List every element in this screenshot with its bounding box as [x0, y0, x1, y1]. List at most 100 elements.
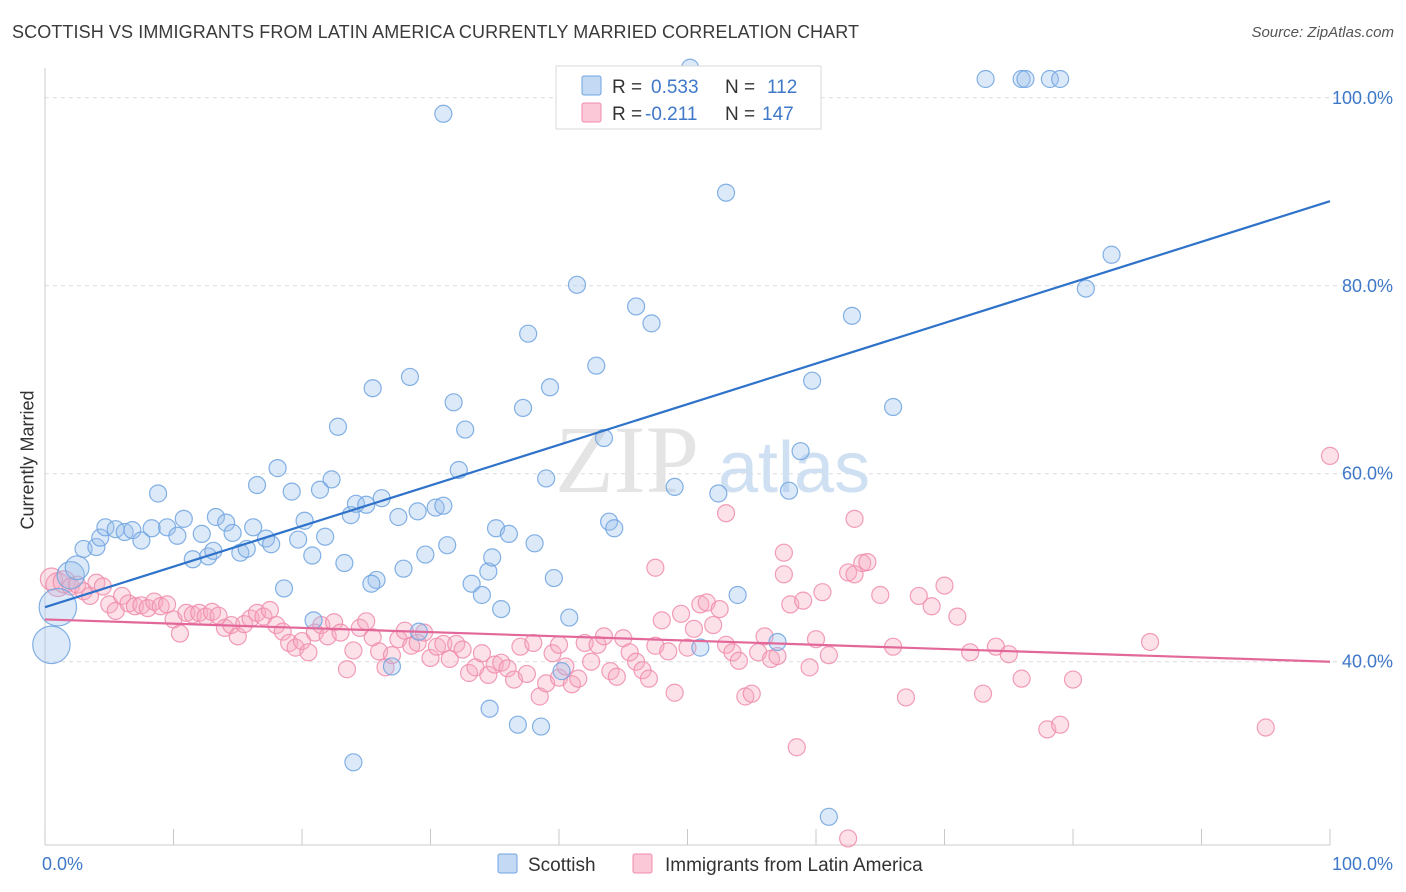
point-immigrants	[472, 644, 491, 663]
point-immigrants	[620, 643, 639, 662]
point-scottish	[142, 519, 161, 538]
y-tick-label: 80.0%	[1342, 276, 1393, 296]
point-immigrants	[639, 669, 659, 688]
point-scottish	[567, 275, 587, 294]
stats-n-value-1: 147	[762, 104, 794, 125]
point-immigrants	[517, 664, 536, 684]
trend-line-immigrants	[44, 618, 1331, 663]
point-scottish	[499, 524, 518, 544]
legend-label-scottish: Scottish	[528, 855, 596, 876]
point-immigrants	[845, 509, 864, 528]
stats-legend: R = 0.533 N = 112 R = -0.211 N = 147	[555, 65, 822, 130]
point-scottish	[408, 502, 427, 521]
stats-n-label-0: N =	[725, 77, 755, 98]
point-scottish	[434, 496, 453, 515]
point-scottish	[709, 484, 728, 503]
stats-swatch-immigrants	[581, 102, 602, 123]
point-scottish	[472, 585, 491, 605]
point-scottish	[268, 459, 287, 478]
point-scottish	[1012, 69, 1031, 89]
point-immigrants	[691, 595, 710, 614]
point-scottish	[665, 477, 684, 497]
stats-n-label-1: N =	[725, 104, 755, 125]
point-scottish	[492, 599, 511, 619]
point-scottish	[174, 509, 193, 528]
point-immigrants	[774, 565, 793, 584]
legend-swatch-immigrants	[632, 853, 653, 874]
legend-swatch-scottish	[497, 853, 518, 874]
point-immigrants	[839, 829, 858, 848]
x-tick-labels: 0.0% 100.0%	[42, 854, 1393, 874]
x-tick-label: 0.0%	[42, 854, 83, 874]
axes	[44, 68, 1331, 846]
point-scottish	[148, 484, 168, 503]
series-immigrants-latin-america	[39, 446, 1340, 848]
point-scottish	[316, 527, 335, 546]
point-immigrants	[498, 659, 517, 678]
point-scottish	[560, 608, 579, 627]
point-immigrants	[434, 634, 453, 653]
point-scottish	[322, 470, 341, 489]
y-tick-label: 40.0%	[1342, 652, 1393, 672]
point-scottish	[91, 528, 110, 547]
point-immigrants	[665, 683, 684, 702]
point-immigrants	[729, 651, 749, 670]
point-scottish	[544, 568, 563, 588]
point-scottish	[728, 585, 747, 605]
stats-r-value-1: -0.211	[645, 104, 697, 125]
stats-r-label-1: R =	[612, 104, 642, 125]
point-scottish	[132, 531, 151, 550]
point-scottish	[479, 562, 498, 581]
point-immigrants	[292, 631, 312, 651]
point-immigrants	[646, 558, 665, 577]
point-scottish	[1051, 69, 1070, 89]
point-immigrants	[909, 586, 928, 606]
point-scottish	[244, 518, 263, 537]
point-immigrants	[582, 652, 601, 671]
point-scottish	[552, 662, 571, 681]
point-scottish	[768, 632, 787, 652]
point-immigrants	[331, 623, 350, 642]
point-immigrants	[479, 665, 498, 684]
point-immigrants	[806, 630, 826, 649]
point-scottish	[183, 550, 202, 569]
point-immigrants	[768, 646, 787, 666]
source-credit: Source: ZipAtlas.com	[1251, 24, 1394, 41]
point-immigrants	[652, 611, 671, 630]
point-scottish	[842, 306, 862, 325]
bottom-legend: Scottish Immigrants from Latin America	[497, 853, 923, 876]
point-scottish	[87, 537, 106, 557]
point-immigrants	[716, 504, 736, 523]
point-immigrants	[935, 576, 954, 595]
point-scottish	[513, 398, 533, 418]
point-scottish	[462, 574, 481, 593]
point-immigrants	[569, 669, 588, 688]
point-scottish	[438, 536, 457, 555]
point-scottish	[123, 521, 142, 540]
point-immigrants	[858, 552, 877, 572]
point-scottish	[304, 611, 323, 630]
point-scottish	[328, 417, 348, 436]
x-tick-label: 100.0%	[1332, 854, 1393, 874]
point-scottish	[803, 371, 822, 390]
point-immigrants	[774, 543, 793, 562]
point-immigrants	[421, 648, 440, 668]
point-scottish	[540, 378, 560, 397]
point-immigrants	[157, 595, 177, 614]
point-scottish	[1040, 69, 1059, 89]
stats-swatch-scottish	[581, 75, 602, 96]
point-immigrants	[549, 635, 569, 654]
point-scottish	[282, 482, 301, 501]
point-scottish	[389, 507, 408, 527]
point-scottish	[382, 657, 402, 676]
point-scottish	[525, 534, 544, 553]
point-scottish	[883, 397, 903, 417]
point-immigrants	[742, 684, 761, 703]
point-immigrants	[350, 618, 369, 637]
point-immigrants	[684, 619, 704, 638]
point-scottish	[779, 481, 799, 500]
point-immigrants	[800, 658, 819, 677]
point-immigrants	[839, 563, 858, 582]
point-scottish	[537, 469, 556, 488]
